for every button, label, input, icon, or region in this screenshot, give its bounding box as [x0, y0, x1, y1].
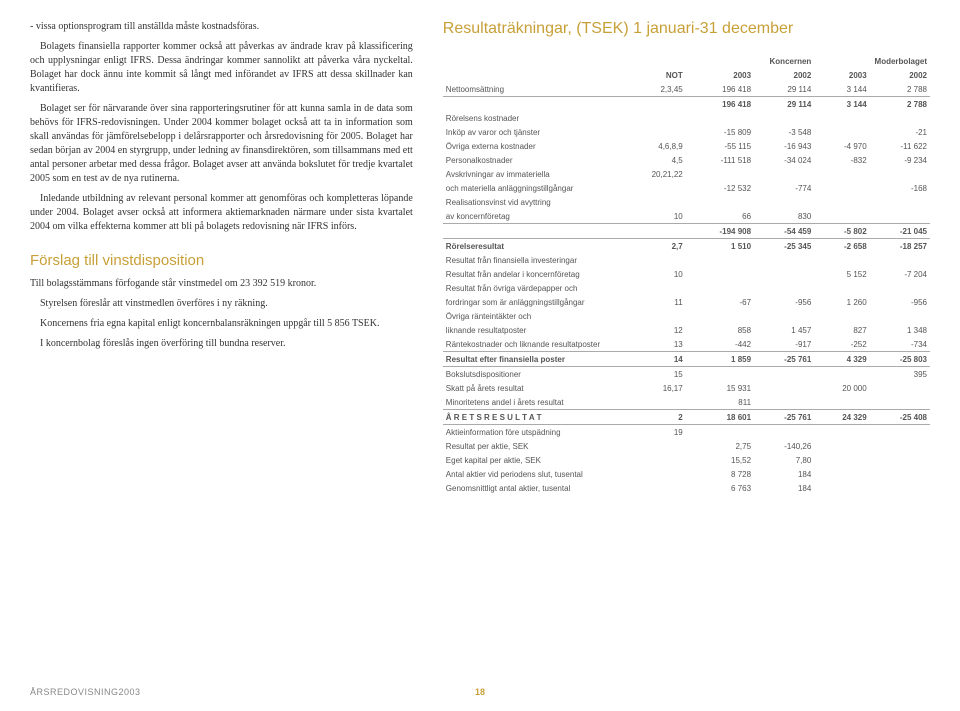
- table-row: Personalkostnader4,5-111 518-34 024-832-…: [443, 153, 930, 167]
- para-1: - vissa optionsprogram till anställda må…: [30, 20, 413, 34]
- table-row: Minoritetens andel i årets resultat811: [443, 395, 930, 410]
- section-heading-vinstdisposition: Förslag till vinstdisposition: [30, 250, 413, 271]
- group-koncernen: Koncernen: [686, 54, 815, 68]
- table-row: Övriga externa kostnader4,6,8,9-55 115-1…: [443, 139, 930, 153]
- para-5: Till bolagsstämmans förfogande står vins…: [30, 277, 413, 291]
- financial-table: Koncernen Moderbolaget NOT 2003 2002 200…: [443, 54, 930, 495]
- table-col-header: NOT 2003 2002 2003 2002: [443, 68, 930, 82]
- para-3: Bolaget ser för närvarande över sina rap…: [30, 102, 413, 186]
- para-2: Bolagets finansiella rapporter kommer oc…: [30, 40, 413, 96]
- table-row: 196 41829 1143 1442 788: [443, 97, 930, 112]
- table-row: -194 908-54 459-5 802-21 045: [443, 224, 930, 239]
- group-moderbolaget: Moderbolaget: [814, 54, 930, 68]
- right-column: Resultaträkningar, (TSEK) 1 januari-31 d…: [443, 20, 930, 495]
- table-row: Rörelsens kostnader: [443, 111, 930, 125]
- table-row: Genomsnittligt antal aktier, tusental6 7…: [443, 481, 930, 495]
- table-row: Nettoomsättning2,3,45196 41829 1143 1442…: [443, 82, 930, 97]
- table-row: Inköp av varor och tjänster-15 809-3 548…: [443, 125, 930, 139]
- table-row: fordringar som är anläggningstillgångar1…: [443, 295, 930, 309]
- page-footer: ÅRSREDOVISNING2003 18: [30, 687, 930, 697]
- table-row: Bokslutsdispositioner15395: [443, 367, 930, 382]
- table-row: Räntekostnader och liknande resultatpost…: [443, 337, 930, 352]
- table-row: Rörelseresultat2,71 510-25 345-2 658-18 …: [443, 239, 930, 254]
- footer-year: ÅRSREDOVISNING2003: [30, 687, 141, 697]
- table-row: Avskrivningar av immateriella20,21,22: [443, 167, 930, 181]
- table-row: Resultat per aktie, SEK2,75-140,26: [443, 439, 930, 453]
- table-row: Realisationsvinst vid avyttring: [443, 195, 930, 209]
- footer-page-number: 18: [475, 687, 485, 697]
- para-8: I koncernbolag föreslås ingen överföring…: [30, 337, 413, 351]
- table-row: Skatt på årets resultat16,1715 93120 000: [443, 381, 930, 395]
- table-row: Antal aktier vid periodens slut, tusenta…: [443, 467, 930, 481]
- table-row: Resultat från övriga värdepapper och: [443, 281, 930, 295]
- table-row: Eget kapital per aktie, SEK15,527,80: [443, 453, 930, 467]
- para-6: Styrelsen föreslår att vinstmedlen överf…: [30, 297, 413, 311]
- table-row: Resultat från andelar i koncernföretag10…: [443, 267, 930, 281]
- table-row: Å R E T S R E S U L T A T218 601-25 7612…: [443, 410, 930, 425]
- table-row: av koncernföretag1066830: [443, 209, 930, 224]
- table-group-header: Koncernen Moderbolaget: [443, 54, 930, 68]
- table-row: Aktieinformation före utspädning19: [443, 425, 930, 440]
- para-4: Inledande utbildning av relevant persona…: [30, 192, 413, 234]
- left-column: - vissa optionsprogram till anställda må…: [30, 20, 413, 495]
- para-7: Koncernens fria egna kapital enligt konc…: [30, 317, 413, 331]
- table-title: Resultaträkningar, (TSEK) 1 januari-31 d…: [443, 20, 930, 38]
- table-row: Övriga ränteintäkter och: [443, 309, 930, 323]
- table-row: Resultat från finansiella investeringar: [443, 253, 930, 267]
- table-row: och materiella anläggningstillgångar-12 …: [443, 181, 930, 195]
- table-row: liknande resultatposter128581 4578271 34…: [443, 323, 930, 337]
- table-row: Resultat efter finansiella poster141 859…: [443, 352, 930, 367]
